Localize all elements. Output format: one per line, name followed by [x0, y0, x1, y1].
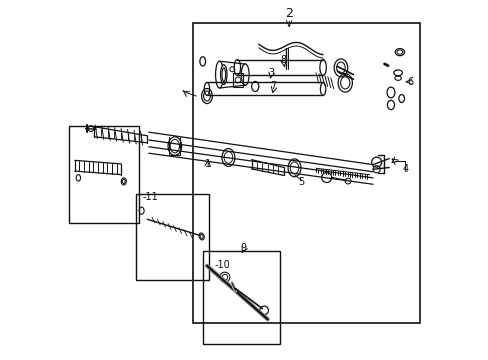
Ellipse shape [220, 65, 226, 85]
Text: 2: 2 [285, 8, 292, 21]
Text: 5: 5 [298, 177, 304, 187]
Text: 3: 3 [268, 68, 274, 78]
Bar [69, 126, 139, 223]
Text: 8: 8 [280, 55, 286, 65]
Text: 9: 9 [240, 243, 246, 253]
Text: -11: -11 [142, 192, 158, 202]
Text: -10: -10 [214, 260, 229, 270]
Bar [135, 194, 208, 280]
Bar [203, 251, 280, 344]
Text: 4: 4 [401, 164, 407, 174]
Text: 6: 6 [407, 77, 413, 87]
Text: 1: 1 [204, 159, 211, 169]
Text: 7: 7 [270, 81, 276, 91]
Bar [192, 23, 419, 323]
